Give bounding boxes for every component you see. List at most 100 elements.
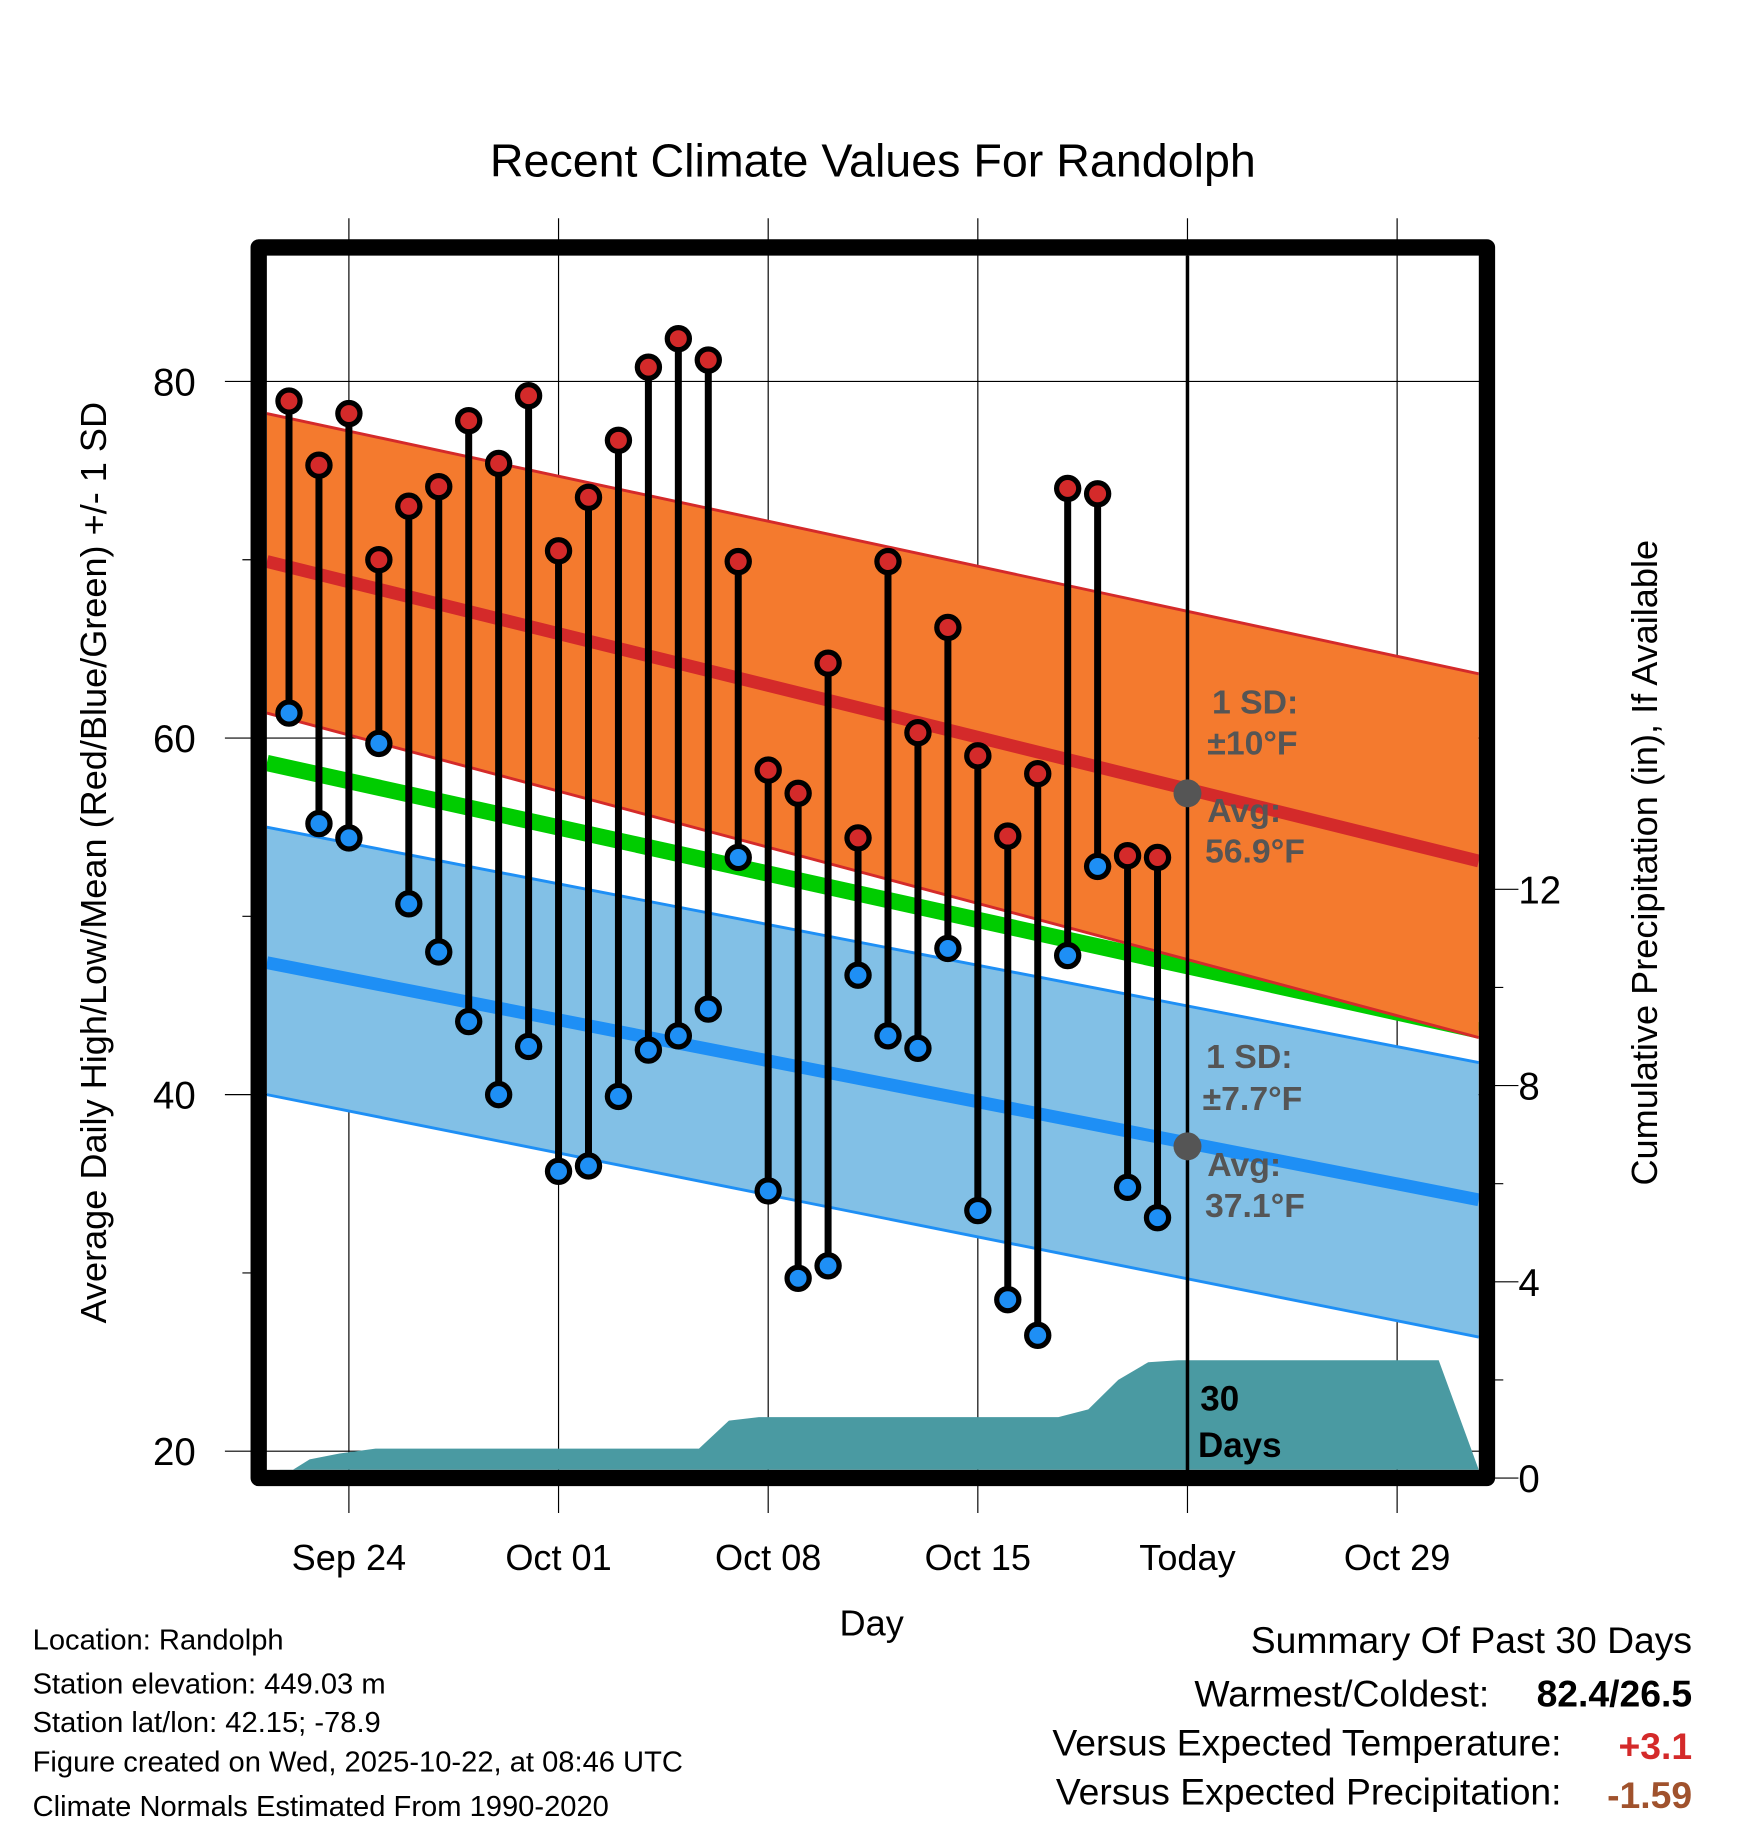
daily-low-point (1083, 852, 1112, 881)
elevation-text: Station elevation: 449.03 m (33, 1669, 386, 1701)
daily-high-point (754, 756, 782, 784)
daily-low-point (335, 824, 363, 852)
daily-low-point (574, 1152, 603, 1180)
daily-high-point (904, 718, 932, 747)
x-tick-label: Today (1139, 1537, 1235, 1578)
daily-high-point (814, 649, 842, 677)
daily-low-point (1024, 1321, 1052, 1350)
daily-low-point (934, 934, 962, 963)
daily-low-point (484, 1080, 513, 1109)
warm-cold-value: 82.4/26.5 (1537, 1672, 1692, 1714)
normals-text: Climate Normals Estimated From 1990-2020 (33, 1791, 609, 1823)
precip-area-group (279, 1360, 1479, 1470)
daily-high-point (604, 426, 633, 454)
chart-title: Recent Climate Values For Randolph (490, 134, 1256, 186)
summary-title: Summary Of Past 30 Days (1251, 1619, 1692, 1661)
daily-low-point (544, 1157, 573, 1185)
low-sd-label: 1 SD: (1206, 1038, 1292, 1076)
y2-tick-label: 8 (1518, 1066, 1539, 1109)
daily-high-point (395, 492, 423, 520)
daily-high-point (964, 742, 992, 770)
days-label-number: 30 (1200, 1379, 1239, 1418)
high-normal-band (266, 413, 1479, 1038)
daily-high-point (425, 472, 453, 501)
high-avg-value: 56.9°F (1205, 833, 1305, 871)
summary-panel: Summary Of Past 30 Days Warmest/Coldest:… (1052, 1619, 1692, 1816)
daily-low-point (754, 1177, 782, 1205)
high-sd-value: ±10°F (1207, 724, 1297, 762)
daily-high-point (305, 451, 333, 479)
created-text: Figure created on Wed, 2025-10-22, at 08… (33, 1747, 683, 1779)
daily-high-point (1024, 760, 1052, 788)
days-label-text: Days (1198, 1426, 1282, 1465)
y-tick-label: 60 (153, 718, 196, 761)
low-sd-value: ±7.7°F (1203, 1080, 1303, 1118)
daily-high-point (844, 824, 872, 852)
daily-low-point (425, 938, 453, 966)
station-info: Location: Randolph Station elevation: 44… (33, 1624, 683, 1823)
today-low-avg-marker (1173, 1132, 1202, 1161)
daily-high-point (484, 449, 513, 478)
daily-low-point (365, 729, 393, 758)
daily-high-point (1083, 480, 1112, 508)
daily-high-point (934, 613, 962, 642)
daily-low-point (1113, 1173, 1142, 1202)
low-avg-label: Avg: (1207, 1146, 1281, 1184)
y2-tick-label: 0 (1518, 1458, 1539, 1501)
y-tick-label: 40 (153, 1075, 196, 1118)
daily-low-point (1053, 941, 1082, 970)
daily-low-point (814, 1252, 842, 1280)
daily-low-point (634, 1036, 663, 1064)
daily-low-point (514, 1032, 543, 1061)
daily-low-point (395, 890, 423, 918)
x-tick-label: Sep 24 (292, 1537, 406, 1578)
daily-low-point (664, 1022, 693, 1050)
daily-low-point (1143, 1203, 1172, 1232)
x-tick-label: Oct 08 (715, 1537, 821, 1578)
high-avg-label: Avg: (1207, 792, 1281, 830)
cumulative-precip-area (279, 1360, 1479, 1470)
daily-high-point (365, 546, 393, 574)
daily-low-point (305, 809, 333, 838)
precip-anomaly-label: Versus Expected Precipitation: (1056, 1770, 1562, 1812)
daily-low-point (904, 1034, 932, 1062)
daily-low-point (784, 1264, 812, 1292)
daily-high-point (335, 399, 363, 428)
warm-cold-label: Warmest/Coldest: (1194, 1672, 1489, 1714)
daily-high-point (874, 547, 902, 576)
y2-tick-label: 12 (1518, 869, 1561, 912)
daily-low-point (455, 1007, 483, 1036)
daily-high-point (544, 537, 573, 565)
precip-anomaly-value: -1.59 (1607, 1774, 1692, 1816)
y2-tick-label: 4 (1518, 1262, 1539, 1305)
daily-high-point (784, 779, 812, 807)
y2-axis-label: Cumulative Precipitation (in), If Availa… (1624, 540, 1665, 1186)
daily-high-point (634, 353, 663, 381)
daily-high-point (694, 346, 722, 374)
daily-high-point (1053, 474, 1082, 503)
daily-high-point (1113, 842, 1142, 870)
high-sd-label: 1 SD: (1212, 684, 1298, 722)
daily-low-point (994, 1285, 1022, 1314)
x-axis-label: Day (840, 1602, 904, 1643)
daily-low-point (844, 961, 872, 989)
plot-frame (250, 239, 1496, 1487)
daily-low-point (964, 1196, 992, 1225)
y-tick-label: 20 (153, 1431, 196, 1474)
daily-high-point (724, 547, 752, 576)
latlon-text: Station lat/lon: 42.15; -78.9 (33, 1707, 381, 1739)
daily-high-point (994, 822, 1022, 850)
today-high-avg-marker (1173, 779, 1202, 808)
x-tick-label: Oct 15 (925, 1537, 1031, 1578)
daily-low-point (604, 1082, 633, 1111)
daily-low-point (724, 843, 752, 872)
location-text: Location: Randolph (33, 1624, 284, 1656)
x-tick-label: Oct 01 (505, 1537, 611, 1578)
daily-low-point (275, 699, 303, 727)
axis-ticks: Sep 24 Oct 01 Oct 08 Oct 15 Today Oct 2980604… (153, 361, 1561, 1578)
low-normal-band-lower-edge (266, 1093, 1479, 1339)
y-axis-label: Average Daily High/Low/Mean (Red/Blue/Gr… (73, 402, 114, 1324)
temp-anomaly-value: +3.1 (1618, 1725, 1692, 1767)
daily-high-point (574, 483, 603, 512)
